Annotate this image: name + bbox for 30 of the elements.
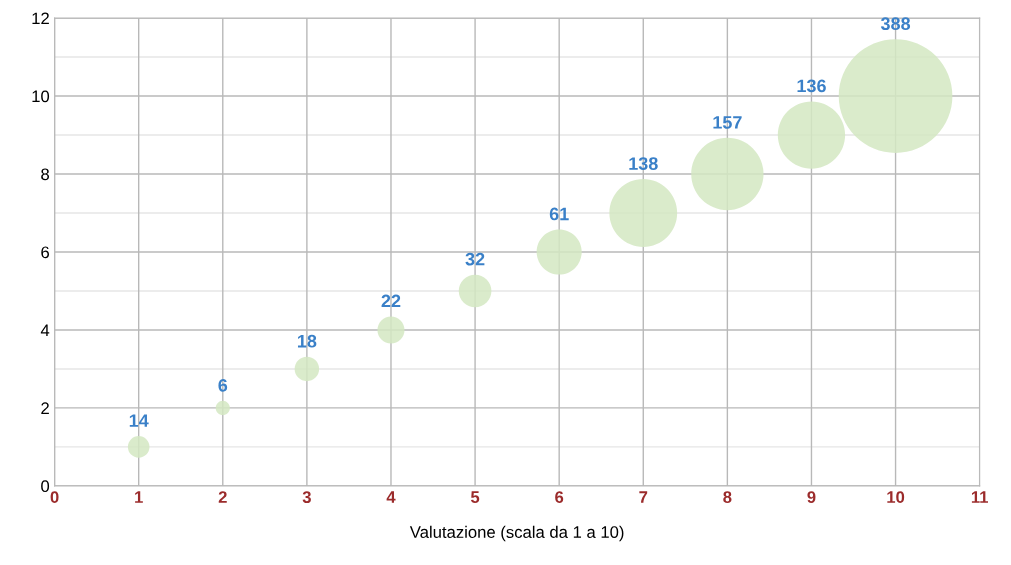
x-axis-title: Valutazione (scala da 1 a 10) (409, 525, 624, 542)
x-tick-label: 9 (807, 491, 816, 503)
x-tick-label: 10 (887, 491, 905, 503)
y-tick-label: 8 (41, 168, 50, 181)
data-label: 14 (129, 414, 149, 427)
y-tick-label: 10 (32, 90, 50, 103)
data-label: 18 (297, 334, 317, 348)
data-label: 138 (629, 157, 658, 171)
x-tick-label: 1 (135, 491, 143, 503)
y-tick-label: 12 (32, 12, 49, 25)
data-label: 136 (797, 79, 826, 93)
y-tick-label: 4 (40, 324, 50, 336)
x-tick-label: 2 (218, 491, 227, 503)
x-tick-label: 3 (302, 491, 311, 504)
y-tick-label: 6 (41, 246, 49, 259)
data-label: 32 (465, 252, 485, 266)
x-tick-label: 11 (971, 491, 989, 503)
data-label: 61 (549, 207, 569, 221)
x-tick-label: 5 (470, 491, 480, 503)
x-tick-label: 8 (723, 491, 732, 503)
x-tick-label: 4 (386, 491, 396, 503)
x-tick-label: 7 (639, 491, 648, 503)
data-label: 6 (218, 378, 228, 392)
data-label: 157 (713, 116, 742, 129)
x-tick-label: 0 (50, 491, 59, 503)
y-tick-label: 2 (41, 402, 49, 414)
data-label: 388 (880, 17, 911, 31)
data-label: 22 (381, 294, 401, 308)
y-tick-label: 0 (41, 480, 50, 493)
x-tick-label: 6 (555, 491, 564, 503)
